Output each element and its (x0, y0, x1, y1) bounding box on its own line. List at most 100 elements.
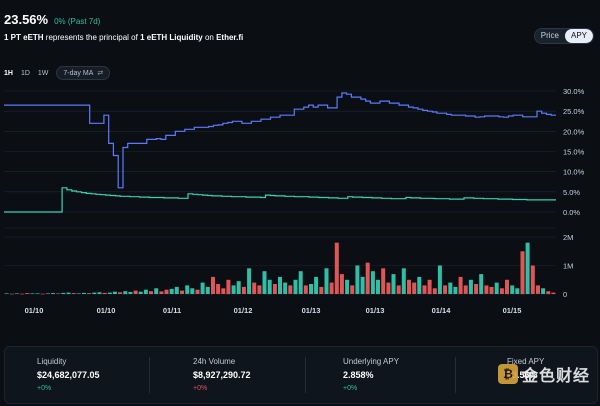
volume-bar (262, 271, 267, 294)
divider (455, 357, 456, 393)
volume-bar (97, 292, 102, 294)
volume-bar (365, 262, 370, 295)
volume-bar (443, 285, 448, 294)
volume-bar (499, 288, 504, 294)
volume-bar (40, 293, 45, 295)
volume-bar (143, 289, 148, 294)
volume-bar (25, 293, 30, 294)
x-axis-labels: 01/10 01/10 01/11 01/12 01/13 01/13 01/14 01/15 (25, 306, 522, 315)
volume-bar (66, 292, 71, 294)
volume-bar (200, 282, 205, 294)
range-1h[interactable]: 1H (4, 69, 13, 77)
volume-bar (118, 292, 123, 294)
volume-bar (417, 276, 422, 294)
volume-bar (360, 276, 365, 294)
volume-bar (107, 292, 112, 294)
volume-bar (381, 268, 386, 294)
volume-bar (536, 285, 540, 294)
y-tick-label: 10.0% (563, 168, 585, 177)
x-tick-label: 01/13 (366, 306, 385, 315)
volume-bar (51, 293, 55, 294)
apy-tab[interactable]: APY (564, 29, 593, 43)
volume-bar (293, 279, 298, 295)
volume-bar (288, 285, 293, 294)
y-tick-label: 30.0% (563, 87, 585, 96)
stat-label: Liquidity (37, 357, 67, 366)
volume-bar (298, 271, 303, 294)
implied-apy-line (4, 92, 556, 189)
volume-bar (174, 286, 179, 294)
stat-value: $24,682,077.05 (37, 370, 100, 380)
volume-bar (247, 268, 252, 294)
volume-bar (211, 276, 215, 294)
volume-bar (267, 279, 272, 295)
volume-bar (339, 274, 344, 294)
volume-bar (278, 276, 282, 294)
volume-tick-label: 0 (563, 290, 567, 299)
x-tick-label: 01/10 (25, 306, 44, 315)
volume-bar (45, 293, 50, 294)
volume-bar (112, 291, 117, 294)
volume-bar (221, 288, 226, 294)
volume-bar (185, 285, 190, 294)
volume-bar (525, 242, 530, 294)
volume-bar (14, 293, 19, 294)
platform-name[interactable]: Ether.fi (216, 33, 244, 42)
volume-bar (448, 282, 453, 294)
volume-bar (9, 293, 14, 295)
volume-bar (71, 293, 76, 294)
volume-bar (226, 279, 231, 295)
underlying-asset: 1 eETH Liquidity (140, 33, 203, 42)
volume-bar (272, 284, 277, 294)
volume-bar (190, 288, 195, 294)
price-apy-toggle[interactable]: Price APY (533, 28, 594, 44)
stat-value: 23.56% (507, 370, 538, 380)
volume-bar (35, 293, 40, 294)
timeframe-selector: 1H 1D 1W 7-day MA ⇄ (4, 66, 111, 80)
volume-bar (123, 291, 128, 295)
y-tick-label: 20.0% (563, 127, 585, 136)
stat-fixed-apy: Fixed APY 23.56% (507, 357, 544, 385)
volume-bar (370, 271, 375, 294)
stat-underlying-apy: Underlying APY 2.858% +0% (343, 357, 399, 392)
volume-bar (4, 293, 9, 294)
apy-header: 23.56% 0% (Past 7d) (4, 12, 100, 27)
volume-bar (468, 279, 473, 295)
stat-volume: 24h Volume $8,927,290.72 +0% (193, 357, 251, 392)
volume-bar (20, 293, 25, 295)
pt-token-name: 1 PT eETH (4, 33, 44, 42)
volume-bar (350, 285, 355, 294)
apy-chart: 30.0%25.0%20.0%15.0%10.0%5.0%0.0% 2M1M0 … (4, 87, 585, 315)
volume-bar (432, 288, 437, 294)
volume-bar (102, 292, 107, 294)
range-1d[interactable]: 1D (20, 69, 30, 77)
volume-bar (56, 293, 61, 294)
volume-bars (4, 242, 556, 295)
stat-label: Fixed APY (507, 357, 545, 366)
volume-bar (309, 284, 313, 294)
volume-bar (530, 265, 535, 294)
volume-bar (458, 276, 463, 294)
volume-bar (510, 285, 515, 294)
volume-bar (427, 279, 432, 295)
volume-bar (319, 286, 324, 294)
volume-bar (159, 291, 164, 294)
swap-icon: ⇄ (97, 70, 104, 77)
volume-bar (453, 286, 458, 294)
volume-bar (505, 279, 509, 295)
apy-value: 23.56% (4, 12, 49, 27)
stat-liquidity: Liquidity $24,682,077.05 +0% (37, 357, 100, 392)
y-tick-label: 0.0% (563, 208, 580, 217)
volume-bar (463, 285, 468, 294)
volume-bar (412, 282, 417, 294)
volume-bar (515, 288, 520, 294)
price-tab[interactable]: Price (540, 31, 559, 40)
range-1w[interactable]: 1W (37, 69, 49, 77)
x-tick-label: 01/13 (302, 306, 321, 315)
volume-bar (437, 265, 442, 294)
moving-average-toggle[interactable]: 7-day MA ⇄ (56, 66, 111, 80)
volume-bar (489, 286, 494, 294)
stat-change: +0% (193, 385, 208, 392)
watermark: ₿ 金色财经 (497, 362, 590, 386)
volume-bar (128, 292, 133, 294)
